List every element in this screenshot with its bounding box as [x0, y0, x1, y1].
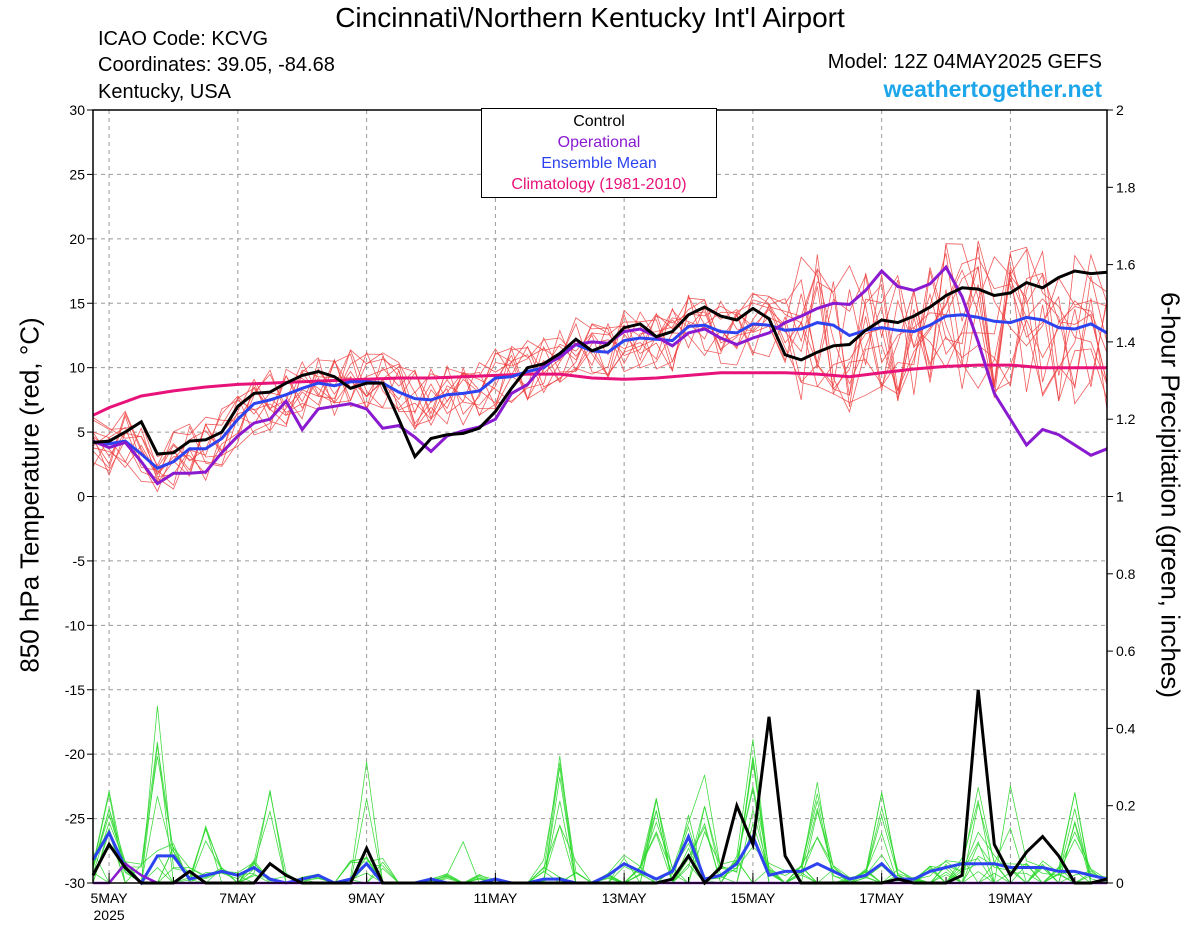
- model-run: Model: 12Z 04MAY2025 GEFS: [827, 51, 1102, 73]
- tick-label-date: 11MAY: [473, 890, 517, 906]
- tick-label-precipitation: 0: [1116, 875, 1124, 891]
- tick-label-temperature: 15: [69, 295, 85, 311]
- tick-label-temperature: -20: [65, 746, 85, 762]
- ensemble-member-temperature: [92, 243, 1108, 473]
- legend-ensemble-mean: Ensemble Mean: [541, 155, 657, 172]
- main-series-lines: [91, 264, 1108, 886]
- tick-label-precipitation: 1.4: [1116, 334, 1136, 350]
- tick-label-temperature: -5: [73, 553, 86, 569]
- tick-label-date: 7MAY: [219, 890, 257, 906]
- tick-label-temperature: 0: [77, 489, 85, 505]
- legend-control: Control: [573, 113, 625, 130]
- operational-temperature-line: [92, 264, 1108, 486]
- tick-label-date: 17MAY: [859, 890, 905, 906]
- tick-label-precipitation: 0.8: [1116, 566, 1136, 582]
- tick-label-precipitation: 2: [1116, 102, 1124, 118]
- control-temperature-line: [92, 269, 1108, 460]
- tick-label-precipitation: 0.6: [1116, 643, 1136, 659]
- ensemble-mean-precip-line: [91, 829, 1108, 886]
- chart-legend: Control Operational Ensemble Mean Climat…: [481, 108, 717, 198]
- tick-label-temperature: -10: [65, 617, 85, 633]
- y-axis-label-precipitation: 6-hour Precipitation (green, inches): [1155, 291, 1186, 699]
- ensemble-member-temperature: [92, 243, 1108, 484]
- tick-label-precipitation: 1.8: [1116, 179, 1136, 195]
- ensemble-mean-temperature-line: [92, 313, 1108, 470]
- ensemble-member-temperature: [92, 240, 1108, 493]
- tick-label-precipitation: 1.6: [1116, 257, 1136, 273]
- tick-label-date: 5MAY: [91, 890, 129, 906]
- tick-label-date: 9MAY: [348, 890, 386, 906]
- legend-climatology: Climatology (1981-2010): [511, 176, 687, 193]
- ensemble-member-temperature: [92, 254, 1108, 487]
- tick-label-date: 19MAY: [988, 890, 1034, 906]
- tick-label-date: 13MAY: [602, 890, 648, 906]
- tick-label-precipitation: 0.4: [1116, 720, 1136, 736]
- tick-label-temperature: -30: [65, 875, 85, 891]
- page-title: Cincinnati\/Northern Kentucky Int'l Airp…: [335, 2, 845, 33]
- tick-label-date: 15MAY: [730, 890, 776, 906]
- tick-label-temperature: 10: [69, 360, 85, 376]
- coordinates: Coordinates: 39.05, -84.68: [98, 54, 335, 76]
- ensemble-member-precipitation: [92, 705, 1108, 885]
- tick-label-temperature: 30: [69, 102, 85, 118]
- ensemble-member-temperature: [92, 253, 1108, 471]
- location: Kentucky, USA: [98, 81, 232, 103]
- ensemble-member-temperature: [92, 250, 1108, 469]
- ensemble-member-temperature: [92, 253, 1108, 478]
- tick-label-precipitation: 1.2: [1116, 411, 1136, 427]
- tick-label-temperature: 5: [77, 424, 85, 440]
- tick-label-precipitation: 1: [1116, 489, 1124, 505]
- gridlines: [93, 110, 1107, 883]
- control-precip-line: [91, 689, 1108, 886]
- tick-label-precipitation: 0.2: [1116, 798, 1136, 814]
- legend-operational: Operational: [557, 134, 641, 151]
- climatology-line: [92, 363, 1107, 417]
- ensemble-member-precipitation: [92, 745, 1107, 885]
- site-link[interactable]: weathertogether.net: [883, 76, 1102, 102]
- tick-label-temperature: 20: [69, 231, 85, 247]
- icao-code: ICAO Code: KCVG: [98, 28, 269, 50]
- tick-label-temperature: -25: [65, 811, 85, 827]
- tick-label-temperature: 25: [69, 166, 85, 182]
- y-axis-label-temperature: 850 hPa Temperature (red, °C): [14, 317, 45, 673]
- tick-label-temperature: -15: [65, 682, 85, 698]
- ensemble-member-temperature: [92, 274, 1108, 467]
- tick-label-year: 2025: [94, 907, 125, 923]
- axis-ticks: 302520151050-5-10-15-20-25-3021.81.61.41…: [65, 102, 1136, 923]
- ensemble-precip-lines: [92, 705, 1108, 885]
